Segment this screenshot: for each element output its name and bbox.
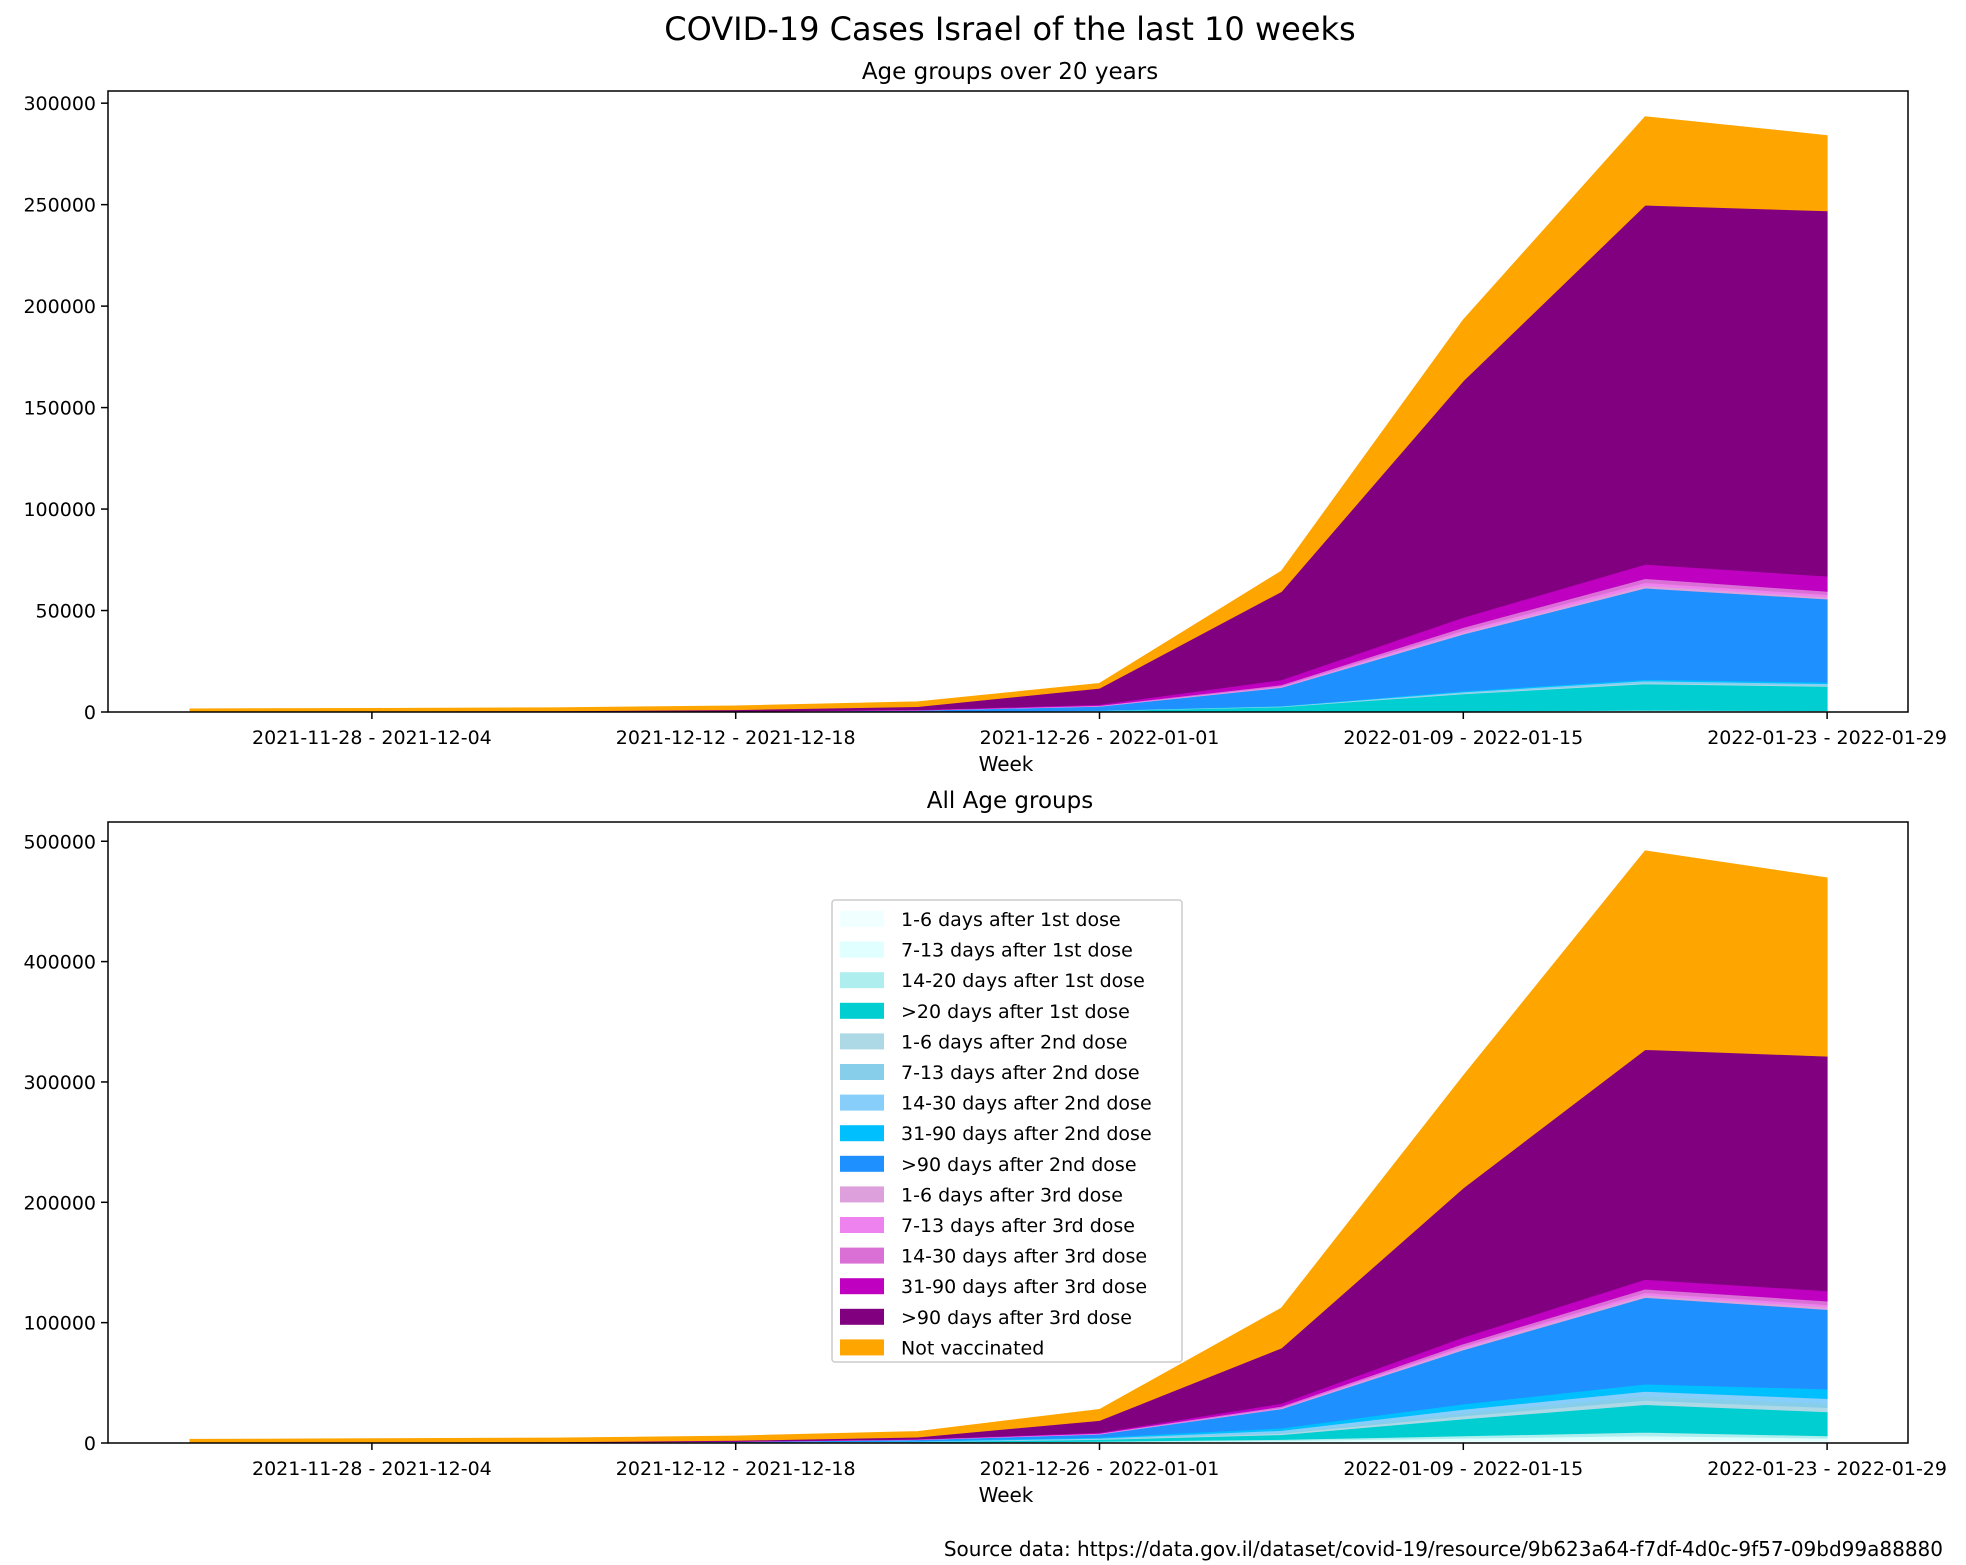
legend-label-1-6-days-after-1st-dose: 1-6 days after 1st dose bbox=[901, 909, 1121, 931]
area-not-vaccinated bbox=[189, 116, 1828, 712]
legend-swatch-1-6-days-after-3rd-dose bbox=[840, 1186, 884, 1203]
legend-label-1-6-days-after-2nd-dose: 1-6 days after 2nd dose bbox=[901, 1031, 1127, 1053]
legend-swatch-31-90-days-after-3rd-dose bbox=[840, 1278, 884, 1295]
chart-legend: 1-6 days after 1st dose 7-13 days after 1… bbox=[831, 899, 1183, 1363]
x-tick-label: 2022-01-09 - 2022-01-15 bbox=[1343, 727, 1583, 749]
x-tick-label: 2021-11-28 - 2021-12-04 bbox=[252, 1458, 492, 1480]
x-tick-label: 2022-01-23 - 2022-01-29 bbox=[1707, 1458, 1947, 1480]
panel-title: Age groups over 20 years bbox=[862, 59, 1158, 85]
legend-swatch-14-20-days-after-1st-dose bbox=[840, 972, 884, 989]
legend-swatch-not-vaccinated bbox=[840, 1339, 884, 1356]
y-axis: 0 100000 200000 300000 400000 500000 bbox=[23, 831, 108, 1455]
legend-label-gt-90-days-after-3rd-dose: >90 days after 3rd dose bbox=[901, 1307, 1132, 1329]
legend-label-14-20-days-after-1st-dose: 14-20 days after 1st dose bbox=[901, 970, 1145, 992]
panel-title: All Age groups bbox=[927, 788, 1093, 814]
x-tick-label: 2021-12-12 - 2021-12-18 bbox=[616, 1458, 856, 1480]
plot-frame bbox=[107, 90, 1909, 713]
legend-swatch-14-30-days-after-2nd-dose bbox=[840, 1094, 884, 1111]
legend-swatch-1-6-days-after-1st-dose bbox=[840, 911, 884, 927]
x-tick-label: 2021-11-28 - 2021-12-04 bbox=[252, 727, 492, 749]
chart-panel-over-20: Age groups over 20 years 0 50000 100000 150… bbox=[23, 59, 1947, 776]
chart-panel-all-ages: All Age groups 0 100000 200000 300000 400000… bbox=[23, 788, 1947, 1507]
legend-swatch-7-13-days-after-1st-dose bbox=[840, 941, 884, 958]
legend-label-7-13-days-after-3rd-dose: 7-13 days after 3rd dose bbox=[901, 1215, 1135, 1237]
y-tick-label: 50000 bbox=[36, 601, 96, 623]
legend-label-gt-20-days-after-1st-dose: >20 days after 1st dose bbox=[901, 1001, 1130, 1023]
legend-swatch-gt-90-days-after-3rd-dose bbox=[840, 1308, 884, 1325]
y-tick-label: 100000 bbox=[23, 1313, 96, 1335]
y-tick-label: 200000 bbox=[23, 1192, 96, 1214]
legend-label-14-30-days-after-2nd-dose: 14-30 days after 2nd dose bbox=[901, 1093, 1152, 1115]
x-axis: 2021-11-28 - 2021-12-04 2021-12-12 - 2021… bbox=[252, 1443, 1947, 1480]
x-tick-label: 2022-01-23 - 2022-01-29 bbox=[1707, 727, 1947, 749]
x-tick-label: 2021-12-26 - 2022-01-01 bbox=[980, 1458, 1220, 1480]
y-tick-label: 400000 bbox=[23, 952, 96, 974]
legend-label-gt-90-days-after-2nd-dose: >90 days after 2nd dose bbox=[901, 1154, 1137, 1176]
legend-label-14-30-days-after-3rd-dose: 14-30 days after 3rd dose bbox=[901, 1246, 1147, 1268]
legend-box bbox=[831, 899, 1183, 1363]
area-not-vaccinated bbox=[189, 850, 1828, 1443]
y-tick-label: 500000 bbox=[23, 831, 96, 853]
y-tick-label: 150000 bbox=[23, 398, 96, 420]
y-tick-label: 200000 bbox=[23, 296, 96, 318]
figure-title: COVID-19 Cases Israel of the last 10 wee… bbox=[664, 10, 1355, 48]
x-tick-label: 2021-12-12 - 2021-12-18 bbox=[616, 727, 856, 749]
legend-swatch-14-30-days-after-3rd-dose bbox=[840, 1247, 884, 1264]
legend-label-31-90-days-after-2nd-dose: 31-90 days after 2nd dose bbox=[901, 1123, 1152, 1145]
x-axis-label: Week bbox=[979, 752, 1034, 776]
legend-swatch-gt-20-days-after-1st-dose bbox=[840, 1002, 884, 1019]
y-tick-label: 300000 bbox=[23, 1072, 96, 1094]
stacked-area-layers bbox=[189, 116, 1828, 713]
x-axis: 2021-11-28 - 2021-12-04 2021-12-12 - 2021… bbox=[252, 712, 1947, 749]
legend-swatch-gt-90-days-after-2nd-dose bbox=[840, 1155, 884, 1172]
legend-swatch-31-90-days-after-2nd-dose bbox=[840, 1125, 884, 1142]
source-note: Source data: https://data.gov.il/dataset… bbox=[944, 1537, 1943, 1561]
legend-swatch-7-13-days-after-3rd-dose bbox=[840, 1217, 884, 1233]
x-tick-label: 2022-01-09 - 2022-01-15 bbox=[1343, 1458, 1583, 1480]
legend-swatch-1-6-days-after-2nd-dose bbox=[840, 1033, 884, 1050]
y-axis: 0 50000 100000 150000 200000 250000 300000 bbox=[23, 93, 108, 724]
legend-label-31-90-days-after-3rd-dose: 31-90 days after 3rd dose bbox=[901, 1276, 1147, 1298]
legend-label-7-13-days-after-2nd-dose: 7-13 days after 2nd dose bbox=[901, 1062, 1140, 1084]
legend-label-7-13-days-after-1st-dose: 7-13 days after 1st dose bbox=[901, 940, 1133, 962]
plot-frame bbox=[107, 821, 1909, 1444]
x-axis-label: Week bbox=[979, 1483, 1034, 1507]
legend-swatch-7-13-days-after-2nd-dose bbox=[840, 1064, 884, 1080]
y-tick-label: 250000 bbox=[23, 195, 96, 217]
x-tick-label: 2021-12-26 - 2022-01-01 bbox=[980, 727, 1220, 749]
y-tick-label: 0 bbox=[84, 1433, 96, 1455]
y-tick-label: 0 bbox=[84, 702, 96, 724]
y-tick-label: 300000 bbox=[23, 93, 96, 115]
legend-label-1-6-days-after-3rd-dose: 1-6 days after 3rd dose bbox=[901, 1184, 1123, 1206]
legend-label-not-vaccinated: Not vaccinated bbox=[901, 1337, 1044, 1359]
y-tick-label: 100000 bbox=[23, 499, 96, 521]
